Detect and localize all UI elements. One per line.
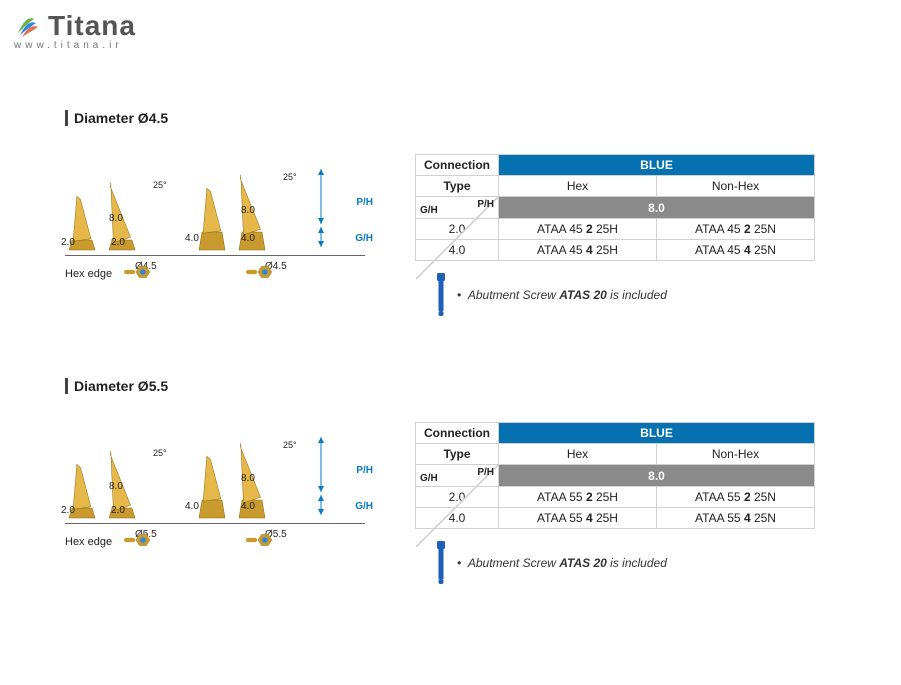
hex-screw-icon	[124, 263, 152, 284]
code-nonhex: ATAA 55 4 25N	[657, 508, 815, 529]
ph-axis-label: P/H	[356, 465, 373, 476]
type-hex: Hex	[499, 444, 657, 465]
gh-ph-header: G/HP/H	[416, 465, 499, 487]
gh-dim: 4.0	[185, 233, 199, 244]
gh-dim: 2.0	[61, 237, 75, 248]
hex-screw-icon	[246, 531, 274, 552]
code-hex: ATAA 55 4 25H	[499, 508, 657, 529]
gh-dim: 4.0	[241, 233, 255, 244]
logo-url: www.titana.ir	[14, 40, 136, 51]
logo-name: Titana	[48, 10, 136, 42]
type-label: Type	[416, 444, 499, 465]
screw-icon	[435, 273, 447, 317]
gh-dim: 2.0	[111, 237, 125, 248]
connection-value: BLUE	[499, 155, 815, 176]
note-text: • Abutment Screw ATAS 20 is included	[457, 288, 667, 302]
gh-axis-label: G/H	[355, 501, 373, 512]
gh-dim: 2.0	[61, 505, 75, 516]
screw-icon	[435, 541, 447, 585]
hex-edge-label: Hex edge	[65, 536, 112, 548]
section-title: Diameter Ø4.5	[65, 110, 861, 126]
gh-dim: 4.0	[185, 501, 199, 512]
gh-axis-label: G/H	[355, 233, 373, 244]
logo: Titana www.titana.ir	[12, 10, 136, 51]
section-2: Diameter Ø5.5 2.0 2.0 8.0 25°	[65, 378, 861, 585]
connection-label: Connection	[416, 155, 499, 176]
product-table: Connection BLUE Type Hex Non-Hex G/HP/H …	[415, 422, 815, 529]
hex-screw-icon	[246, 263, 274, 284]
code-nonhex: ATAA 45 2 25N	[657, 219, 815, 240]
gh-dim: 2.0	[111, 505, 125, 516]
product-table: Connection BLUE Type Hex Non-Hex G/HP/H …	[415, 154, 815, 261]
code-hex: ATAA 45 4 25H	[499, 240, 657, 261]
ph-dim: 8.0	[109, 213, 123, 224]
connection-value: BLUE	[499, 423, 815, 444]
type-nonhex: Non-Hex	[657, 444, 815, 465]
note: • Abutment Screw ATAS 20 is included	[435, 541, 861, 585]
hex-screw-icon	[124, 531, 152, 552]
connection-label: Connection	[416, 423, 499, 444]
ph-dim: 8.0	[109, 481, 123, 492]
gh-ph-header: G/HP/H	[416, 197, 499, 219]
hex-edge-label: Hex edge	[65, 268, 112, 280]
angle: 25°	[153, 448, 167, 458]
section-1: Diameter Ø4.5 2.0 2.0 8.0 25°	[65, 110, 861, 317]
code-hex: ATAA 55 2 25H	[499, 487, 657, 508]
angle: 25°	[153, 180, 167, 190]
diagram: 2.0 2.0 8.0 25° Ø5.5 4.0 4.0 8.0	[65, 422, 365, 552]
ph-value: 8.0	[499, 465, 815, 487]
type-label: Type	[416, 176, 499, 197]
angle: 25°	[283, 172, 297, 182]
ph-value: 8.0	[499, 197, 815, 219]
note-text: • Abutment Screw ATAS 20 is included	[457, 556, 667, 570]
ph-dim: 8.0	[241, 473, 255, 484]
logo-icon	[12, 11, 42, 41]
code-nonhex: ATAA 45 4 25N	[657, 240, 815, 261]
type-hex: Hex	[499, 176, 657, 197]
code-hex: ATAA 45 2 25H	[499, 219, 657, 240]
type-nonhex: Non-Hex	[657, 176, 815, 197]
note: • Abutment Screw ATAS 20 is included	[435, 273, 861, 317]
section-title: Diameter Ø5.5	[65, 378, 861, 394]
gh-dim: 4.0	[241, 501, 255, 512]
code-nonhex: ATAA 55 2 25N	[657, 487, 815, 508]
diagram: 2.0 2.0 8.0 25° Ø4.5 4.0 4.0 8.0	[65, 154, 365, 284]
ph-dim: 8.0	[241, 205, 255, 216]
angle: 25°	[283, 440, 297, 450]
ph-axis-label: P/H	[356, 197, 373, 208]
